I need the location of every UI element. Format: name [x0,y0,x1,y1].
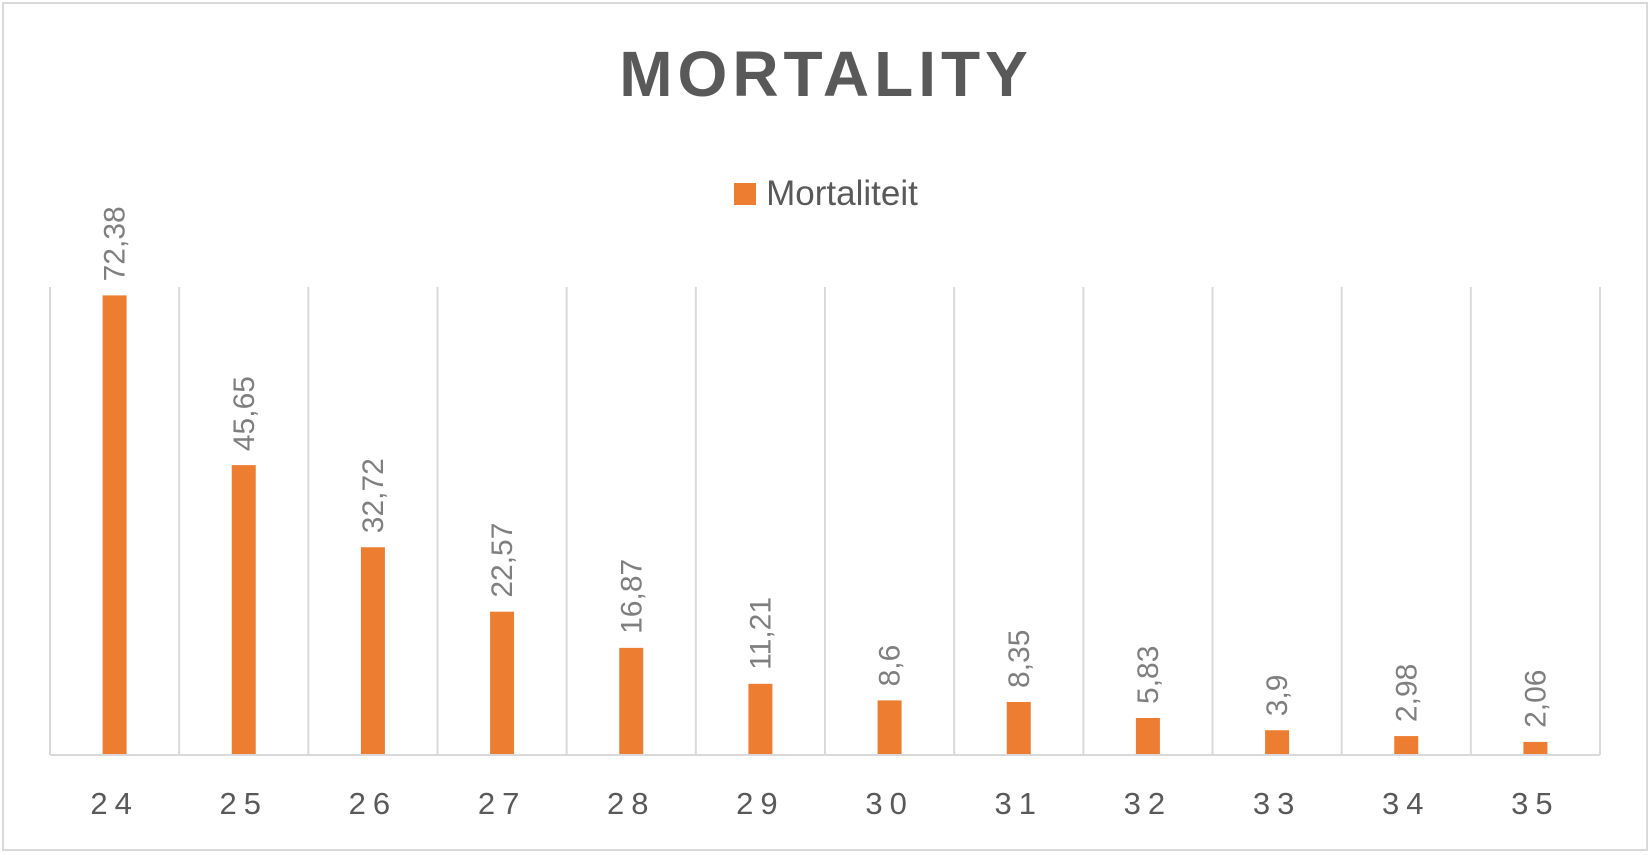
data-label-24: 72,38 [99,206,132,281]
data-label-28: 16,87 [615,559,648,634]
data-label-25: 45,65 [228,376,261,451]
data-labels: 72,38 45,65 32,72 22,57 16,87 11,21 8,6 8,35 5,8… [99,206,1553,728]
data-label-33: 3,9 [1261,675,1294,717]
bar-28 [619,647,644,755]
bar-27 [490,611,515,755]
data-label-27: 22,57 [486,523,519,598]
bar-26 [360,547,385,755]
grid-lines [49,287,1601,755]
bar-35 [1523,741,1548,755]
x-tick-label-29: 29 [736,786,784,821]
legend-label: Mortaliteit [766,174,918,213]
x-tick-label-30: 30 [865,786,913,821]
bar-33 [1265,730,1290,755]
data-label-34: 2,98 [1390,664,1423,722]
x-tick-label-35: 35 [1511,786,1559,821]
legend: Mortaliteit [0,176,1652,211]
x-tick-label-27: 27 [478,786,526,821]
bar-32 [1135,717,1160,755]
x-tick-label-24: 24 [90,786,138,821]
chart-title: MORTALITY [619,38,1033,110]
data-label-31: 8,35 [1003,630,1036,688]
data-label-32: 5,83 [1132,646,1165,704]
bar-31 [1006,701,1031,755]
x-tick-label-26: 26 [349,786,397,821]
x-tick-label-34: 34 [1382,786,1430,821]
bar-25 [231,465,256,755]
legend-swatch [734,182,757,205]
bar-30 [877,700,902,755]
x-tick-label-33: 33 [1253,786,1301,821]
x-tick-labels: 24 25 26 27 28 29 30 31 32 33 34 35 [90,786,1559,821]
data-label-29: 11,21 [744,597,777,670]
x-tick-label-31: 31 [995,786,1043,821]
data-label-26: 32,72 [357,458,390,533]
data-label-35: 2,06 [1519,670,1552,728]
x-tick-label-32: 32 [1124,786,1172,821]
bar-24 [102,295,127,755]
bar-34 [1394,736,1419,755]
bar-29 [748,683,773,755]
x-tick-label-25: 25 [220,786,268,821]
x-tick-label-28: 28 [607,786,655,821]
bars [102,295,1548,755]
data-label-30: 8,6 [874,645,907,687]
